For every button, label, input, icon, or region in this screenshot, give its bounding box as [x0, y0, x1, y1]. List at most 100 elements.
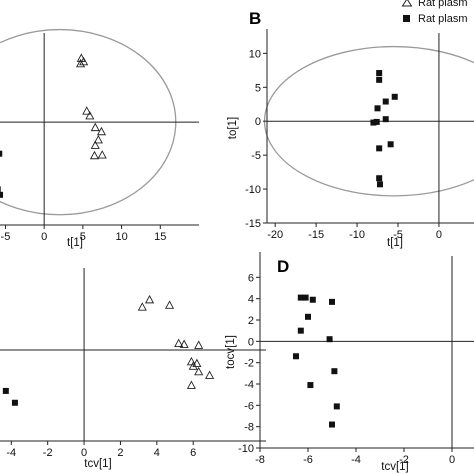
panel-a-triangle-point — [96, 126, 107, 136]
panel-d-square-point — [307, 382, 314, 389]
panel-c-square-point — [2, 387, 9, 394]
legend-label-square: Rat plasm — [418, 13, 468, 25]
panel-a-triangle-point — [85, 111, 95, 120]
panel-c-triangle-point — [192, 358, 202, 368]
panel-b-y-axis-label: to[1] — [227, 117, 239, 139]
panel-a-x-tick-label: 15 — [154, 231, 166, 243]
panel-c-x-axis-label: tcv[1] — [84, 458, 111, 470]
legend-entry-square: Rat plasm — [403, 13, 468, 25]
panel-a-x-axis-label: t[1] — [67, 237, 83, 249]
panel-a-square-point — [0, 186, 1, 193]
panel-d-square-point — [329, 421, 335, 428]
panel-b-y-tick-label: -15 — [245, 218, 261, 230]
panel-d-y-tick-label: 4 — [248, 294, 254, 306]
panel-b-square-point — [376, 76, 383, 83]
panel-c-triangle-point — [186, 380, 196, 389]
panel-d-square-point — [302, 294, 309, 301]
panel-b-square-point — [376, 70, 383, 77]
panel-c-x-tick-label: 4 — [154, 447, 160, 459]
panel-d-y-tick-label: -4 — [244, 379, 254, 391]
panel-d-square-point — [326, 336, 333, 343]
panel-b-square-point — [391, 93, 398, 100]
panel-c-score-plot: -4 -2 0 2 4 6 tcv[1] — [0, 268, 266, 470]
panel-c-x-tick-label: -2 — [43, 447, 53, 459]
panel-c-triangle-point — [205, 370, 215, 379]
panel-a-triangle-point — [93, 135, 103, 144]
panel-d-square-point — [331, 368, 338, 375]
legend-entry-triangle: Rat plasm — [401, 0, 468, 9]
panel-d-x-axis-label: tcv[1] — [381, 461, 408, 473]
panel-d-y-tick-label: -8 — [244, 422, 254, 434]
panel-d-x-tick-label: -8 — [255, 454, 265, 466]
panel-a-x-tick-label: 10 — [115, 231, 127, 243]
panel-c-square-point — [11, 399, 18, 406]
panel-d-square-point — [333, 403, 340, 410]
panel-b-y-tick-label: 5 — [255, 82, 261, 94]
panel-c-triangle-point — [194, 340, 204, 349]
panel-d-y-tick-label: -10 — [238, 443, 254, 455]
panel-a-x-tick-label: 0 — [41, 231, 47, 243]
panel-d-x-tick-label: 0 — [449, 454, 455, 466]
panel-b-y-tick-label: -5 — [251, 150, 261, 162]
panel-d-x-tick-label: -6 — [303, 454, 313, 466]
panel-a-triangle-point — [90, 140, 100, 149]
panel-c-triangle-point — [194, 366, 204, 376]
panel-b-square-point — [373, 118, 380, 125]
legend: Rat plasm Rat plasm — [401, 0, 468, 25]
panel-b-x-tick-label: -15 — [308, 229, 324, 241]
panel-c-triangle-point — [137, 302, 147, 311]
panel-b-x-tick-label: -5 — [393, 229, 403, 241]
panel-letter-b: B — [249, 9, 261, 28]
panel-c-triangle-point — [188, 361, 198, 370]
panel-c-triangle-point — [174, 338, 184, 348]
panel-d-x-tick-label: -2 — [399, 454, 409, 466]
panel-c-x-tick-label: 2 — [117, 447, 123, 459]
panel-b-x-tick-label: -10 — [349, 229, 365, 241]
panel-d-square-point — [329, 298, 335, 305]
panel-c-x-tick-label: -4 — [6, 447, 16, 459]
legend-label-triangle: Rat plasm — [418, 0, 468, 9]
panel-d-square-point — [309, 296, 316, 303]
panel-a-x-tick-label: 5 — [80, 231, 86, 243]
panel-d-y-tick-label: 2 — [248, 315, 254, 327]
panel-a-triangle-point — [90, 122, 100, 132]
panel-c-triangle-point — [179, 339, 189, 348]
panel-a-triangle-point — [89, 150, 100, 160]
panel-d-x-tick-label: -4 — [351, 454, 361, 466]
panel-d-y-tick-label: -2 — [244, 358, 254, 370]
panel-a-square-point — [0, 150, 3, 157]
panel-b-square-point — [382, 116, 389, 123]
panel-d-y-tick-label: -6 — [244, 400, 254, 412]
panel-b-y-tick-label: 0 — [255, 116, 261, 128]
panel-d-square-point — [297, 294, 304, 301]
panel-b-x-axis-label: t[1] — [387, 237, 403, 249]
panel-b-square-point — [376, 181, 383, 188]
panel-c-triangle-point — [165, 300, 175, 309]
panel-b-square-point — [382, 98, 389, 105]
panel-b-x-tick-label: 0 — [436, 229, 442, 241]
panel-d-y-tick-label: 0 — [248, 336, 254, 348]
panel-b-square-point — [376, 145, 383, 152]
panel-c-x-tick-label: 0 — [81, 447, 87, 459]
panel-d-square-point — [297, 327, 304, 334]
panel-d-y-tick-label: 6 — [248, 272, 254, 284]
panel-b-square-point — [374, 105, 381, 112]
panel-d-square-point — [305, 313, 311, 320]
panel-a-triangle-point — [97, 150, 107, 159]
panel-b-square-point — [376, 175, 383, 182]
panel-d-square-point — [293, 353, 299, 360]
legend-triangle-marker — [401, 0, 413, 7]
legend-square-marker — [403, 15, 410, 22]
panel-a-triangle-point — [82, 106, 92, 115]
panel-a-square-point — [0, 191, 4, 198]
panel-b-y-tick-label: -10 — [245, 184, 261, 196]
panel-letter-d: D — [277, 257, 289, 276]
panel-c-x-tick-label: 6 — [190, 447, 196, 459]
panel-d-y-axis-label: tocv[1] — [225, 335, 237, 369]
panel-a-x-tick-label: -5 — [1, 231, 11, 243]
panel-b-x-tick-label: -20 — [267, 229, 283, 241]
panel-a-triangle-point — [75, 58, 86, 68]
